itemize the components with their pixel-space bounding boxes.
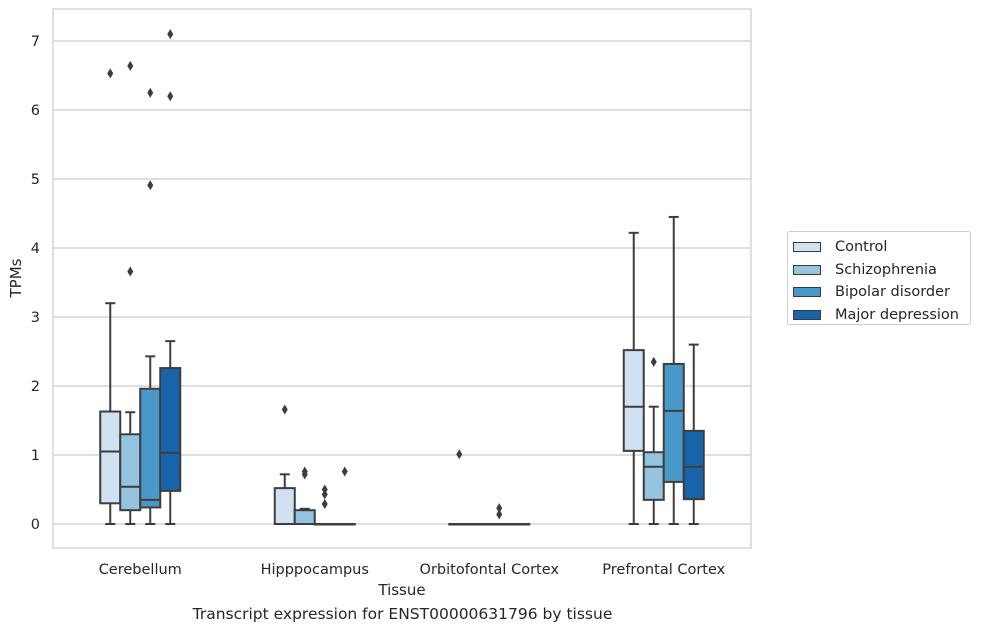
box-bipolar-disorder xyxy=(313,484,336,526)
legend-swatch xyxy=(793,287,821,298)
box xyxy=(642,451,665,501)
box-schizophrenia xyxy=(119,60,142,525)
box-major-depression xyxy=(508,523,531,526)
y-tick-label: 2 xyxy=(31,379,40,395)
box-schizophrenia xyxy=(642,356,665,525)
y-tick-label: 6 xyxy=(31,103,40,119)
outlier-point xyxy=(127,60,134,71)
legend: Control Schizophrenia Bipolar disorder Majo… xyxy=(787,231,971,325)
y-tick-label: 5 xyxy=(31,172,40,188)
outlier-point xyxy=(321,498,328,509)
y-tick-label: 0 xyxy=(31,517,40,533)
box-control xyxy=(448,449,471,526)
outlier-point xyxy=(321,484,328,495)
box xyxy=(293,509,316,526)
legend-item: Schizophrenia xyxy=(793,259,970,282)
box-control xyxy=(99,68,122,525)
box-series xyxy=(99,29,705,526)
box-major-depression xyxy=(333,466,356,526)
legend-label: Major depression xyxy=(835,306,959,323)
box xyxy=(159,367,182,492)
outlier-point xyxy=(107,68,114,79)
y-tick-label: 1 xyxy=(31,448,40,464)
box-control xyxy=(622,231,645,525)
y-tick-label: 4 xyxy=(31,241,40,257)
legend-swatch xyxy=(793,264,821,275)
box xyxy=(273,487,296,525)
outlier-point xyxy=(147,180,154,191)
outlier-point xyxy=(341,466,348,477)
box-bipolar-disorder xyxy=(488,503,511,526)
legend-label: Schizophrenia xyxy=(835,261,937,278)
x-tick-label: Hipppocampus xyxy=(261,562,369,578)
box-control xyxy=(273,404,296,525)
x-tick-label: Orbitofontal Cortex xyxy=(420,562,560,578)
figure-caption: Transcript expression for ENST0000063179… xyxy=(192,605,613,623)
box-schizophrenia xyxy=(468,523,491,526)
box xyxy=(99,410,122,505)
outlier-point xyxy=(281,404,288,415)
legend-item: Major depression xyxy=(793,304,970,327)
x-tick-label: Cerebellum xyxy=(99,562,182,578)
outlier-point xyxy=(167,91,174,102)
outlier-point xyxy=(456,449,463,460)
legend-item: Bipolar disorder xyxy=(793,281,970,304)
outlier-point xyxy=(301,466,308,477)
outlier-point xyxy=(496,503,503,514)
y-tick-label: 3 xyxy=(31,310,40,326)
legend-label: Bipolar disorder xyxy=(835,284,950,301)
box xyxy=(119,433,142,512)
y-tick-labels: 0 1 2 3 4 5 6 7 xyxy=(31,34,40,533)
legend-label: Control xyxy=(835,239,888,256)
legend-item: Control xyxy=(793,236,970,259)
outlier-point xyxy=(127,266,134,277)
box xyxy=(662,362,685,483)
legend-swatch xyxy=(793,309,821,320)
x-tick-labels: Cerebellum Hipppocampus Orbitofontal Corte… xyxy=(99,562,726,578)
box xyxy=(622,349,645,452)
outlier-point xyxy=(147,87,154,98)
box-bipolar-disorder xyxy=(139,87,162,525)
outlier-point xyxy=(650,356,657,367)
box-bipolar-disorder xyxy=(662,215,685,525)
legend-swatch xyxy=(793,242,821,253)
x-tick-label: Prefrontal Cortex xyxy=(602,562,725,578)
x-axis-label: Tissue xyxy=(377,581,425,599)
y-axis-label: TPMs xyxy=(7,258,25,298)
box xyxy=(139,387,162,509)
outlier-point xyxy=(167,29,174,40)
box xyxy=(682,429,705,501)
box-major-depression xyxy=(159,29,182,525)
y-tick-label: 7 xyxy=(31,34,40,50)
box-schizophrenia xyxy=(293,466,316,526)
outlier-point xyxy=(496,509,503,520)
box-major-depression xyxy=(682,343,705,525)
plot-frame xyxy=(52,8,752,549)
